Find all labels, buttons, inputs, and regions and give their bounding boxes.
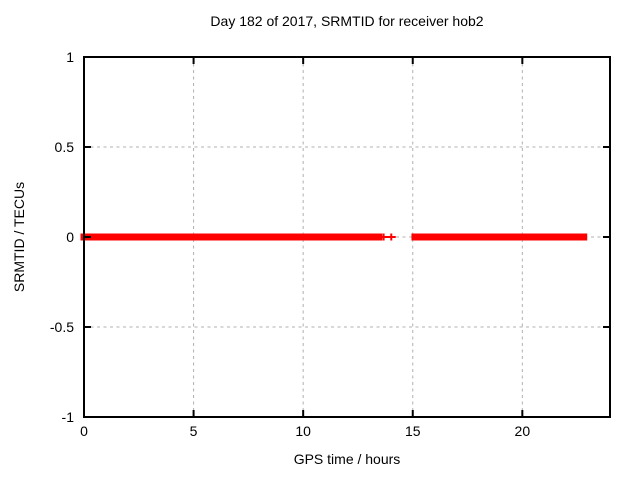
x-tick-label: 0 <box>80 423 88 439</box>
x-tick-label: 5 <box>189 423 198 439</box>
data-segment <box>80 233 200 241</box>
x-tick-label: 10 <box>295 423 311 439</box>
data-point-plus <box>390 233 393 241</box>
data-point-plus <box>382 233 385 241</box>
y-tick-label: -1 <box>61 409 74 425</box>
y-tick-label: 0 <box>66 229 74 245</box>
data-segment <box>197 233 209 241</box>
data-segment <box>227 233 383 241</box>
y-axis-label: SRMTID / TECUs <box>11 181 27 293</box>
y-tick-label: -0.5 <box>49 319 74 335</box>
y-tick-label: 1 <box>66 49 74 65</box>
data-segment <box>206 233 233 241</box>
x-tick-label: 15 <box>404 423 421 439</box>
x-tick-label: 20 <box>514 423 531 439</box>
chart-title: Day 182 of 2017, SRMTID for receiver hob… <box>210 13 484 29</box>
data-segment <box>411 233 588 241</box>
y-tick-label: 0.5 <box>54 139 74 155</box>
x-axis-label: GPS time / hours <box>293 451 401 467</box>
